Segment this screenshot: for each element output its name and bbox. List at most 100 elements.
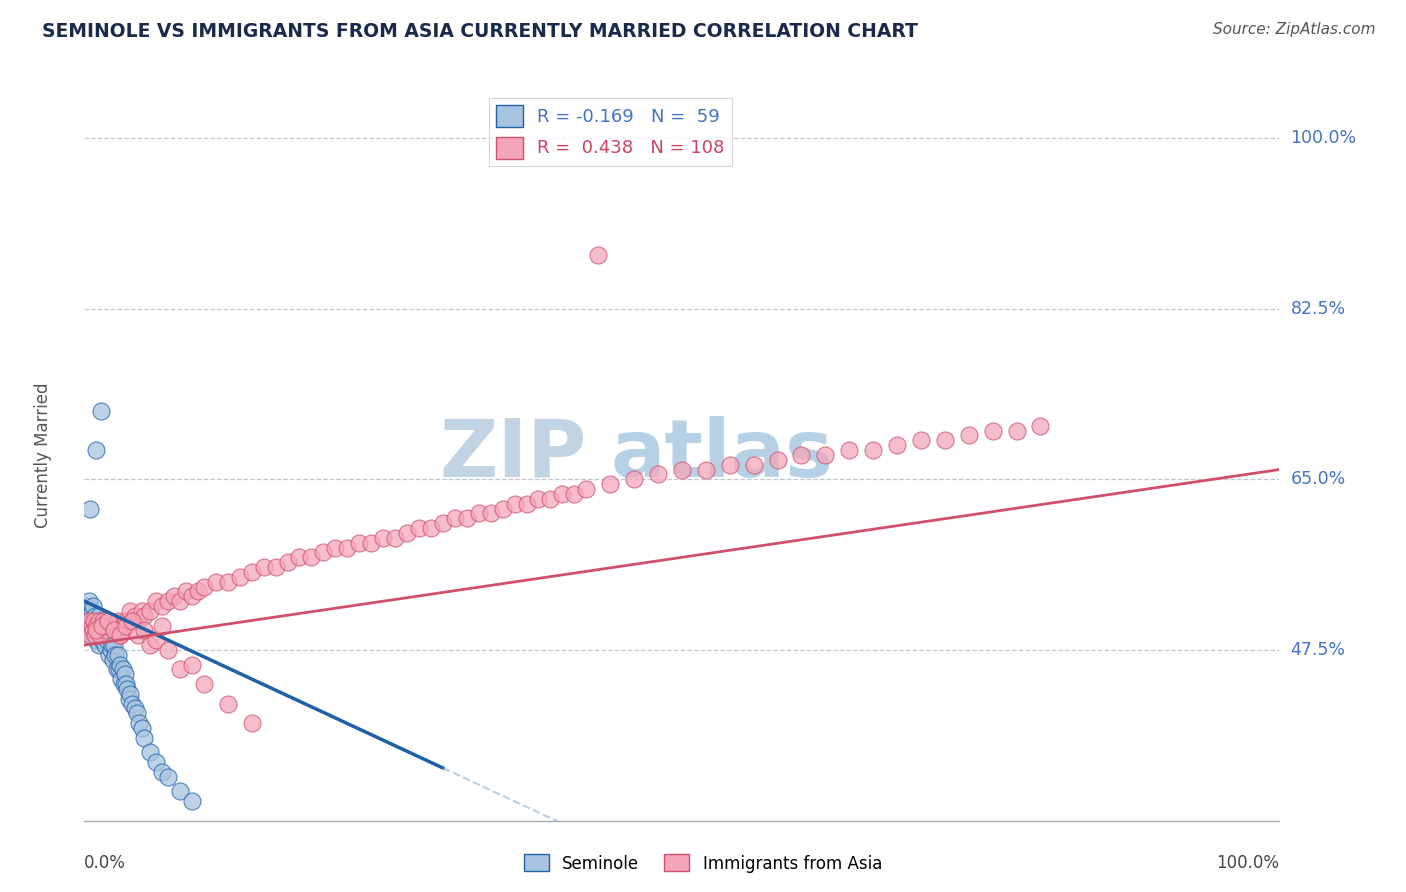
Point — [94, 614, 117, 628]
Point — [86, 633, 108, 648]
Text: 65.0%: 65.0% — [1291, 470, 1346, 488]
Point — [105, 663, 128, 677]
Point — [456, 511, 478, 525]
Point — [934, 434, 956, 448]
Point — [127, 614, 149, 628]
Point — [479, 507, 502, 521]
Point — [695, 462, 717, 476]
Point — [742, 458, 765, 472]
Point — [80, 614, 103, 628]
Point — [110, 657, 132, 672]
Point — [349, 535, 371, 549]
Point — [83, 614, 105, 628]
Point — [79, 501, 101, 516]
Point — [112, 677, 135, 691]
Text: SEMINOLE VS IMMIGRANTS FROM ASIA CURRENTLY MARRIED CORRELATION CHART: SEMINOLE VS IMMIGRANTS FROM ASIA CURRENT… — [42, 22, 918, 41]
Point — [77, 624, 100, 638]
Text: 47.5%: 47.5% — [1291, 641, 1346, 659]
Text: 0.0%: 0.0% — [84, 854, 127, 871]
Point — [82, 599, 104, 613]
Point — [131, 604, 153, 618]
Point — [492, 501, 515, 516]
Point — [718, 458, 741, 472]
Point — [89, 628, 111, 642]
Point — [503, 497, 526, 511]
Point — [181, 794, 204, 808]
Point — [181, 590, 204, 604]
Point — [527, 491, 550, 506]
Point — [103, 638, 125, 652]
Point — [110, 628, 132, 642]
Point — [132, 731, 156, 745]
Point — [97, 628, 120, 642]
Point — [86, 624, 108, 638]
Point — [76, 608, 98, 623]
Point — [145, 755, 167, 769]
Text: 100.0%: 100.0% — [1291, 129, 1357, 147]
Point — [169, 594, 191, 608]
Point — [100, 618, 122, 632]
Point — [360, 535, 382, 549]
Point — [115, 677, 138, 691]
Point — [886, 438, 908, 452]
Point — [115, 614, 138, 628]
Point — [83, 614, 105, 628]
Point — [240, 716, 263, 731]
Point — [205, 574, 228, 589]
Text: 82.5%: 82.5% — [1291, 300, 1346, 318]
Point — [288, 550, 311, 565]
Point — [103, 624, 125, 638]
Point — [193, 580, 215, 594]
Point — [91, 618, 114, 632]
Point — [79, 628, 101, 642]
Point — [551, 487, 574, 501]
Point — [115, 618, 138, 632]
Point — [575, 482, 598, 496]
Point — [84, 608, 107, 623]
Point — [336, 541, 359, 555]
Point — [111, 663, 134, 677]
Point — [77, 594, 100, 608]
Point — [91, 633, 114, 648]
Point — [93, 624, 115, 638]
Point — [468, 507, 491, 521]
Point — [157, 770, 180, 784]
Point — [87, 608, 110, 623]
Point — [325, 541, 347, 555]
Point — [131, 721, 153, 735]
Point — [84, 628, 107, 642]
Point — [91, 618, 114, 632]
Point — [1005, 424, 1028, 438]
Point — [1029, 418, 1052, 433]
Text: atlas: atlas — [610, 416, 834, 494]
Point — [150, 618, 173, 632]
Point — [157, 643, 180, 657]
Point — [117, 681, 139, 696]
Point — [111, 618, 134, 632]
Point — [121, 614, 143, 628]
Point — [77, 624, 100, 638]
Point — [862, 443, 884, 458]
Point — [264, 560, 287, 574]
Point — [124, 608, 146, 623]
Point — [93, 614, 115, 628]
Point — [107, 648, 129, 662]
Point — [139, 638, 162, 652]
Point — [145, 594, 167, 608]
Point — [910, 434, 932, 448]
Point — [139, 604, 162, 618]
Point — [101, 638, 124, 652]
Point — [169, 784, 191, 798]
Point — [76, 614, 98, 628]
Point — [79, 618, 101, 632]
Point — [150, 764, 173, 779]
Point — [193, 677, 215, 691]
Text: ZIP: ZIP — [439, 416, 586, 494]
Point — [516, 497, 538, 511]
Point — [87, 638, 110, 652]
Point — [384, 531, 406, 545]
Point — [790, 448, 813, 462]
Point — [77, 604, 100, 618]
Point — [217, 574, 239, 589]
Point — [432, 516, 454, 531]
